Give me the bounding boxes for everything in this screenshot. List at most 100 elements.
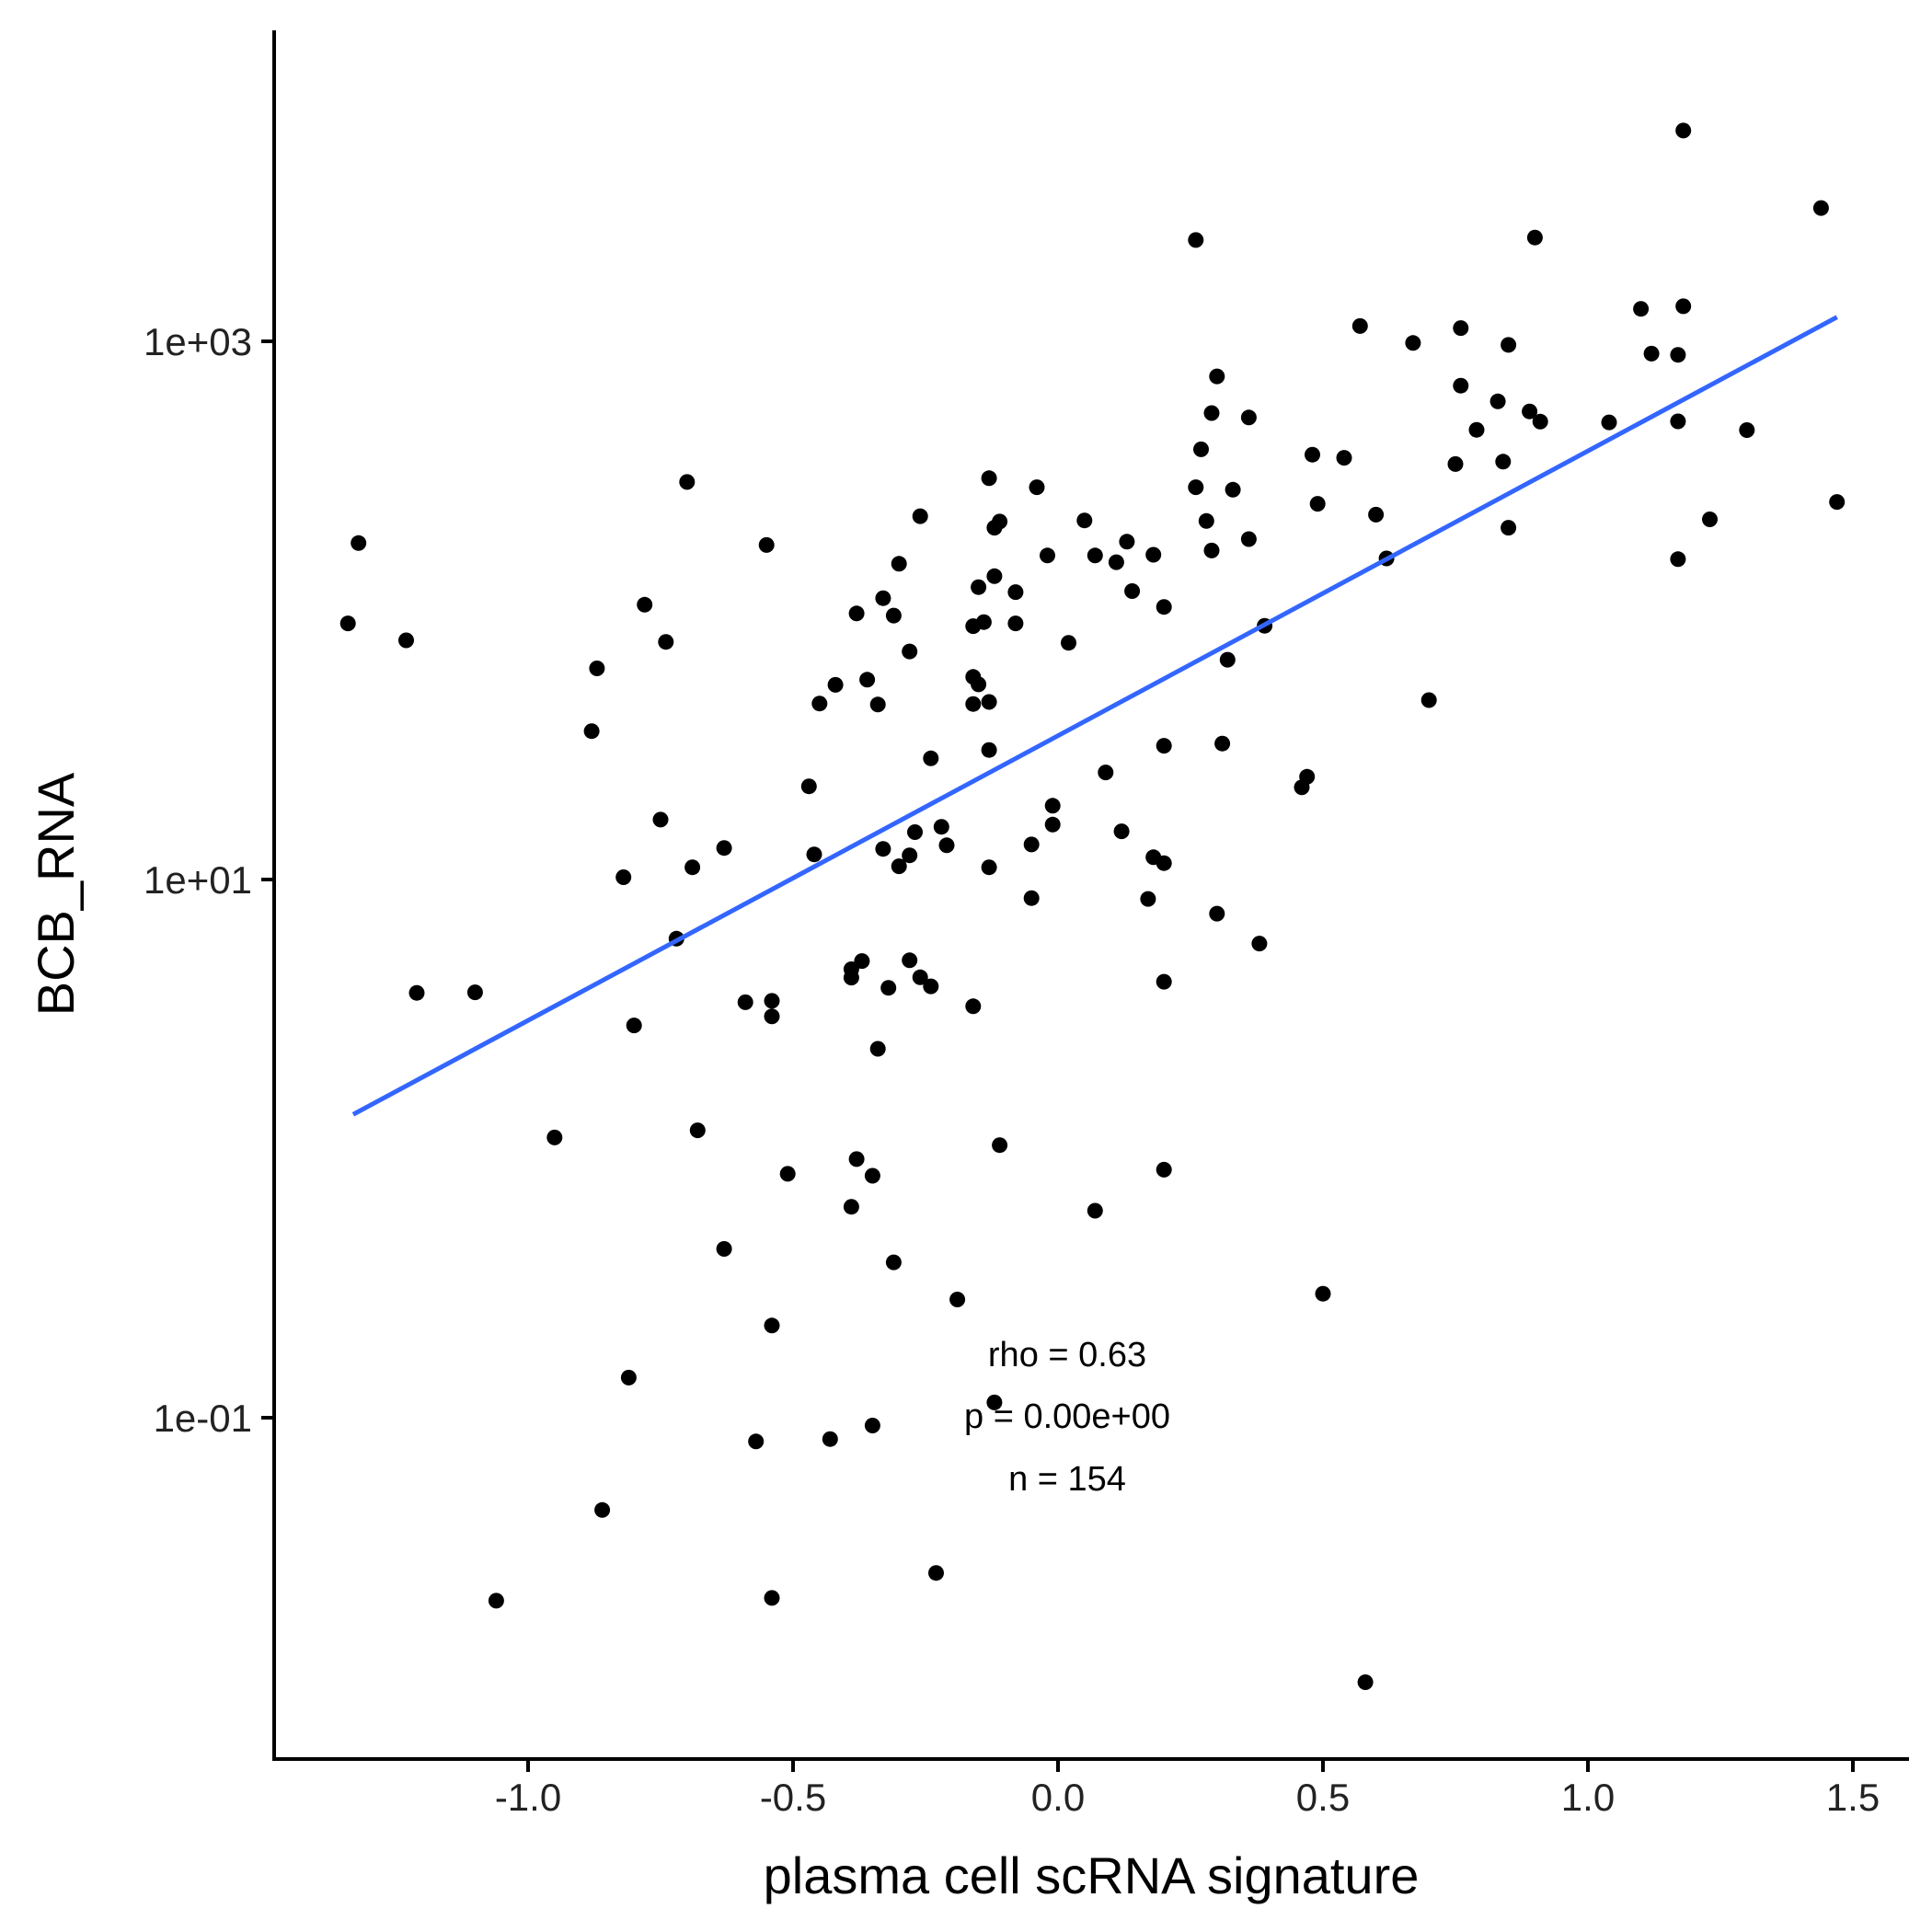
data-point	[1061, 635, 1076, 651]
stats-annotation-line: p = 0.00e+00	[964, 1397, 1170, 1436]
x-axis-title: plasma cell scRNA signature	[764, 1846, 1420, 1904]
data-point	[827, 676, 844, 693]
data-point	[764, 1317, 780, 1334]
data-point	[891, 556, 907, 572]
data-point	[1240, 531, 1257, 547]
data-point	[1251, 936, 1268, 952]
data-point	[615, 869, 632, 885]
data-point	[658, 634, 674, 650]
x-tick-label: -1.0	[495, 1776, 561, 1819]
data-point	[1156, 973, 1172, 990]
data-point	[1670, 347, 1686, 363]
data-point	[1087, 547, 1103, 564]
data-point	[1044, 816, 1061, 833]
data-point	[1501, 520, 1517, 536]
data-point	[1299, 768, 1316, 785]
data-point	[1156, 738, 1172, 754]
stats-annotation: rho = 0.63 p = 0.00e+00 n = 154	[964, 1336, 1170, 1499]
data-point	[748, 1433, 765, 1450]
data-point	[875, 590, 891, 606]
data-point	[1420, 692, 1437, 708]
data-point	[864, 1167, 880, 1184]
data-point	[986, 568, 1003, 584]
data-point	[891, 858, 907, 875]
data-point	[949, 1292, 966, 1307]
data-point	[902, 847, 918, 864]
data-point	[1357, 1674, 1374, 1690]
data-point	[1023, 890, 1040, 906]
data-point	[546, 1129, 563, 1145]
data-point	[928, 1565, 944, 1581]
data-point	[351, 535, 367, 551]
data-point	[626, 1018, 642, 1034]
data-point	[1007, 584, 1024, 601]
data-point	[1812, 200, 1829, 216]
data-point	[620, 1369, 637, 1386]
data-point	[1076, 512, 1093, 529]
data-point	[912, 969, 928, 985]
data-point	[907, 824, 923, 840]
y-tick-label: 1e+03	[144, 320, 252, 363]
data-point	[971, 579, 987, 595]
data-point	[800, 778, 817, 795]
data-point	[583, 723, 600, 740]
data-point	[843, 1199, 859, 1215]
x-axis-ticks: -1.0 -0.5 0.0 0.5 1.0 1.5	[495, 1759, 1880, 1819]
data-point	[880, 980, 897, 996]
data-point	[466, 984, 483, 1001]
data-point	[1405, 335, 1421, 351]
data-point	[1526, 229, 1543, 246]
data-point	[716, 1241, 732, 1257]
data-point	[992, 1137, 1008, 1154]
data-point	[737, 994, 753, 1010]
data-point	[1108, 554, 1124, 570]
data-point	[689, 1122, 706, 1139]
y-axis-title: BCB_RNA	[27, 772, 85, 1016]
data-point	[589, 661, 605, 676]
data-point	[1119, 534, 1135, 550]
data-point	[975, 614, 992, 630]
data-point	[843, 961, 859, 977]
data-point	[981, 859, 997, 876]
data-point	[1309, 496, 1326, 512]
data-point	[1198, 512, 1214, 529]
x-tick-label: 1.5	[1826, 1776, 1880, 1819]
data-point	[875, 841, 891, 857]
data-point	[1601, 414, 1617, 431]
data-point	[1675, 298, 1692, 315]
data-point	[408, 984, 425, 1001]
data-point	[1501, 337, 1517, 353]
data-point	[1029, 479, 1045, 496]
data-point	[869, 1041, 886, 1057]
data-point	[764, 993, 780, 1009]
data-point	[652, 811, 669, 828]
x-tick-label: 0.0	[1031, 1776, 1085, 1819]
data-point	[981, 470, 997, 487]
data-point	[1829, 494, 1846, 511]
data-point	[339, 615, 356, 632]
data-point	[1522, 403, 1538, 420]
data-point	[923, 750, 939, 766]
data-point	[1193, 441, 1209, 457]
data-point	[764, 1008, 780, 1025]
data-point	[1203, 542, 1220, 558]
data-point	[637, 596, 653, 613]
data-point	[848, 605, 865, 622]
data-point	[1156, 599, 1172, 615]
x-tick-label: 1.0	[1561, 1776, 1615, 1819]
data-point	[594, 1501, 611, 1518]
data-point	[1670, 413, 1686, 430]
x-tick-label: 0.5	[1296, 1776, 1350, 1819]
data-point	[1156, 1161, 1172, 1178]
data-point	[1240, 409, 1257, 426]
data-point	[859, 672, 876, 688]
data-point	[864, 1418, 880, 1433]
data-point	[1305, 446, 1320, 463]
data-point	[684, 859, 701, 876]
data-point	[488, 1593, 504, 1609]
y-axis-ticks: 1e-01 1e+01 1e+03	[144, 320, 274, 1440]
data-point	[923, 978, 939, 995]
data-point	[1209, 368, 1225, 385]
data-point	[1670, 551, 1686, 568]
data-point	[1040, 547, 1055, 564]
